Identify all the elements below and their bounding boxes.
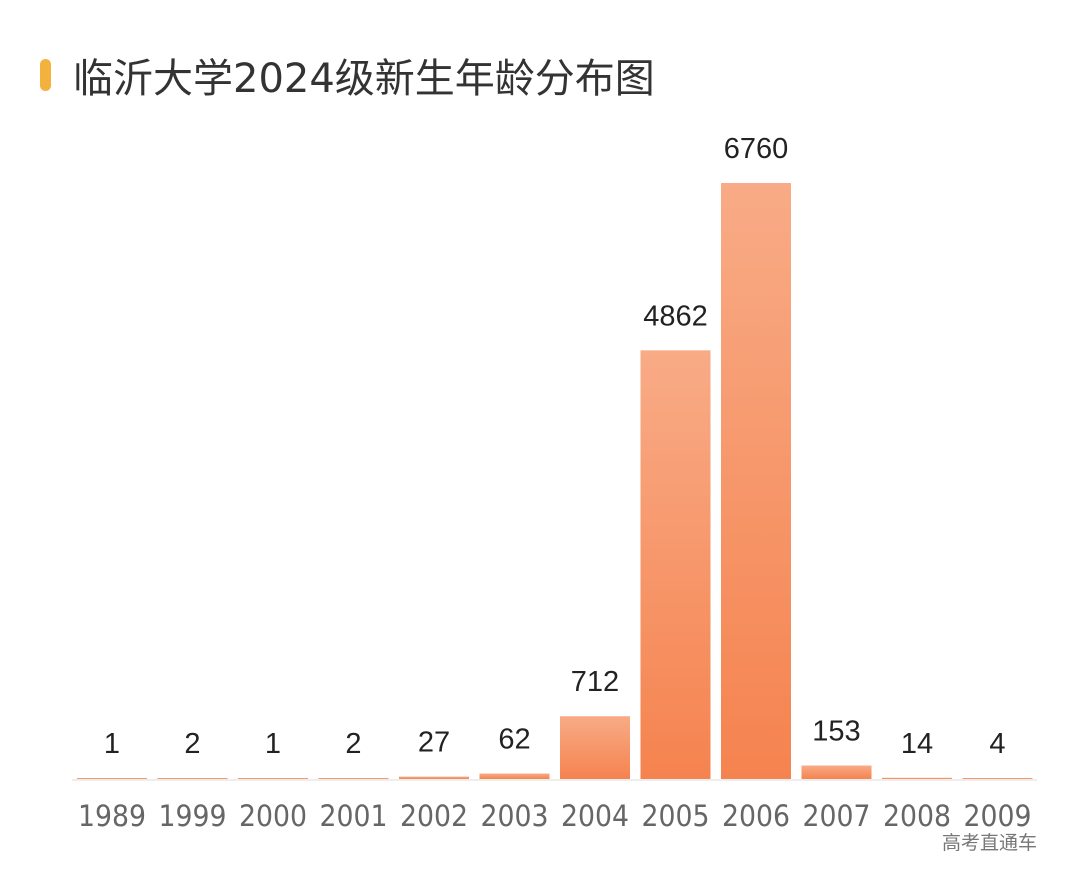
data-label-2008: 14	[901, 728, 933, 760]
x-tick-label-2002: 2002	[400, 799, 468, 833]
chart-title: 临沂大学2024级新生年龄分布图	[73, 56, 655, 102]
chart-title-row: 临沂大学2024级新生年龄分布图	[40, 50, 655, 102]
data-label-1989: 1	[104, 728, 120, 760]
x-tick-label-2006: 2006	[722, 799, 790, 833]
x-tick-label-2003: 2003	[481, 799, 549, 833]
data-label-2001: 2	[345, 728, 361, 760]
data-label-2006: 6760	[724, 133, 789, 165]
bar-2008	[882, 777, 952, 779]
bar-2007	[801, 765, 872, 779]
data-label-2004: 712	[571, 666, 619, 698]
bar-2004	[560, 716, 630, 779]
x-tick-label-2001: 2001	[320, 799, 388, 833]
x-tick-label-2000: 2000	[239, 799, 307, 833]
x-tick-label-2007: 2007	[803, 799, 871, 833]
bar-2000	[238, 778, 308, 779]
data-label-2007: 153	[812, 716, 860, 748]
bar-2001	[318, 778, 389, 779]
bar-1999	[157, 778, 228, 779]
data-label-2002: 27	[418, 727, 450, 759]
bar-2006	[721, 183, 791, 779]
data-label-2005: 4862	[643, 300, 708, 332]
bar-1989	[77, 778, 147, 779]
bar-2003	[479, 773, 550, 779]
data-label-2000: 1	[265, 728, 281, 760]
bar-2002	[399, 776, 469, 779]
x-tick-label-2005: 2005	[642, 799, 710, 833]
watermark: 高考直通车	[942, 832, 1038, 854]
x-tick-label-2004: 2004	[561, 799, 629, 833]
data-label-1999: 2	[184, 728, 200, 760]
x-tick-label-2009: 2009	[964, 799, 1032, 833]
x-tick-label-1989: 1989	[78, 799, 146, 833]
x-tick-label-2008: 2008	[883, 799, 951, 833]
data-label-2009: 4	[989, 728, 1005, 760]
bar-2009	[962, 778, 1033, 779]
x-tick-label-1999: 1999	[159, 799, 227, 833]
data-label-2003: 62	[498, 724, 530, 756]
bar-2005	[640, 350, 711, 779]
title-marker-icon	[40, 59, 51, 91]
